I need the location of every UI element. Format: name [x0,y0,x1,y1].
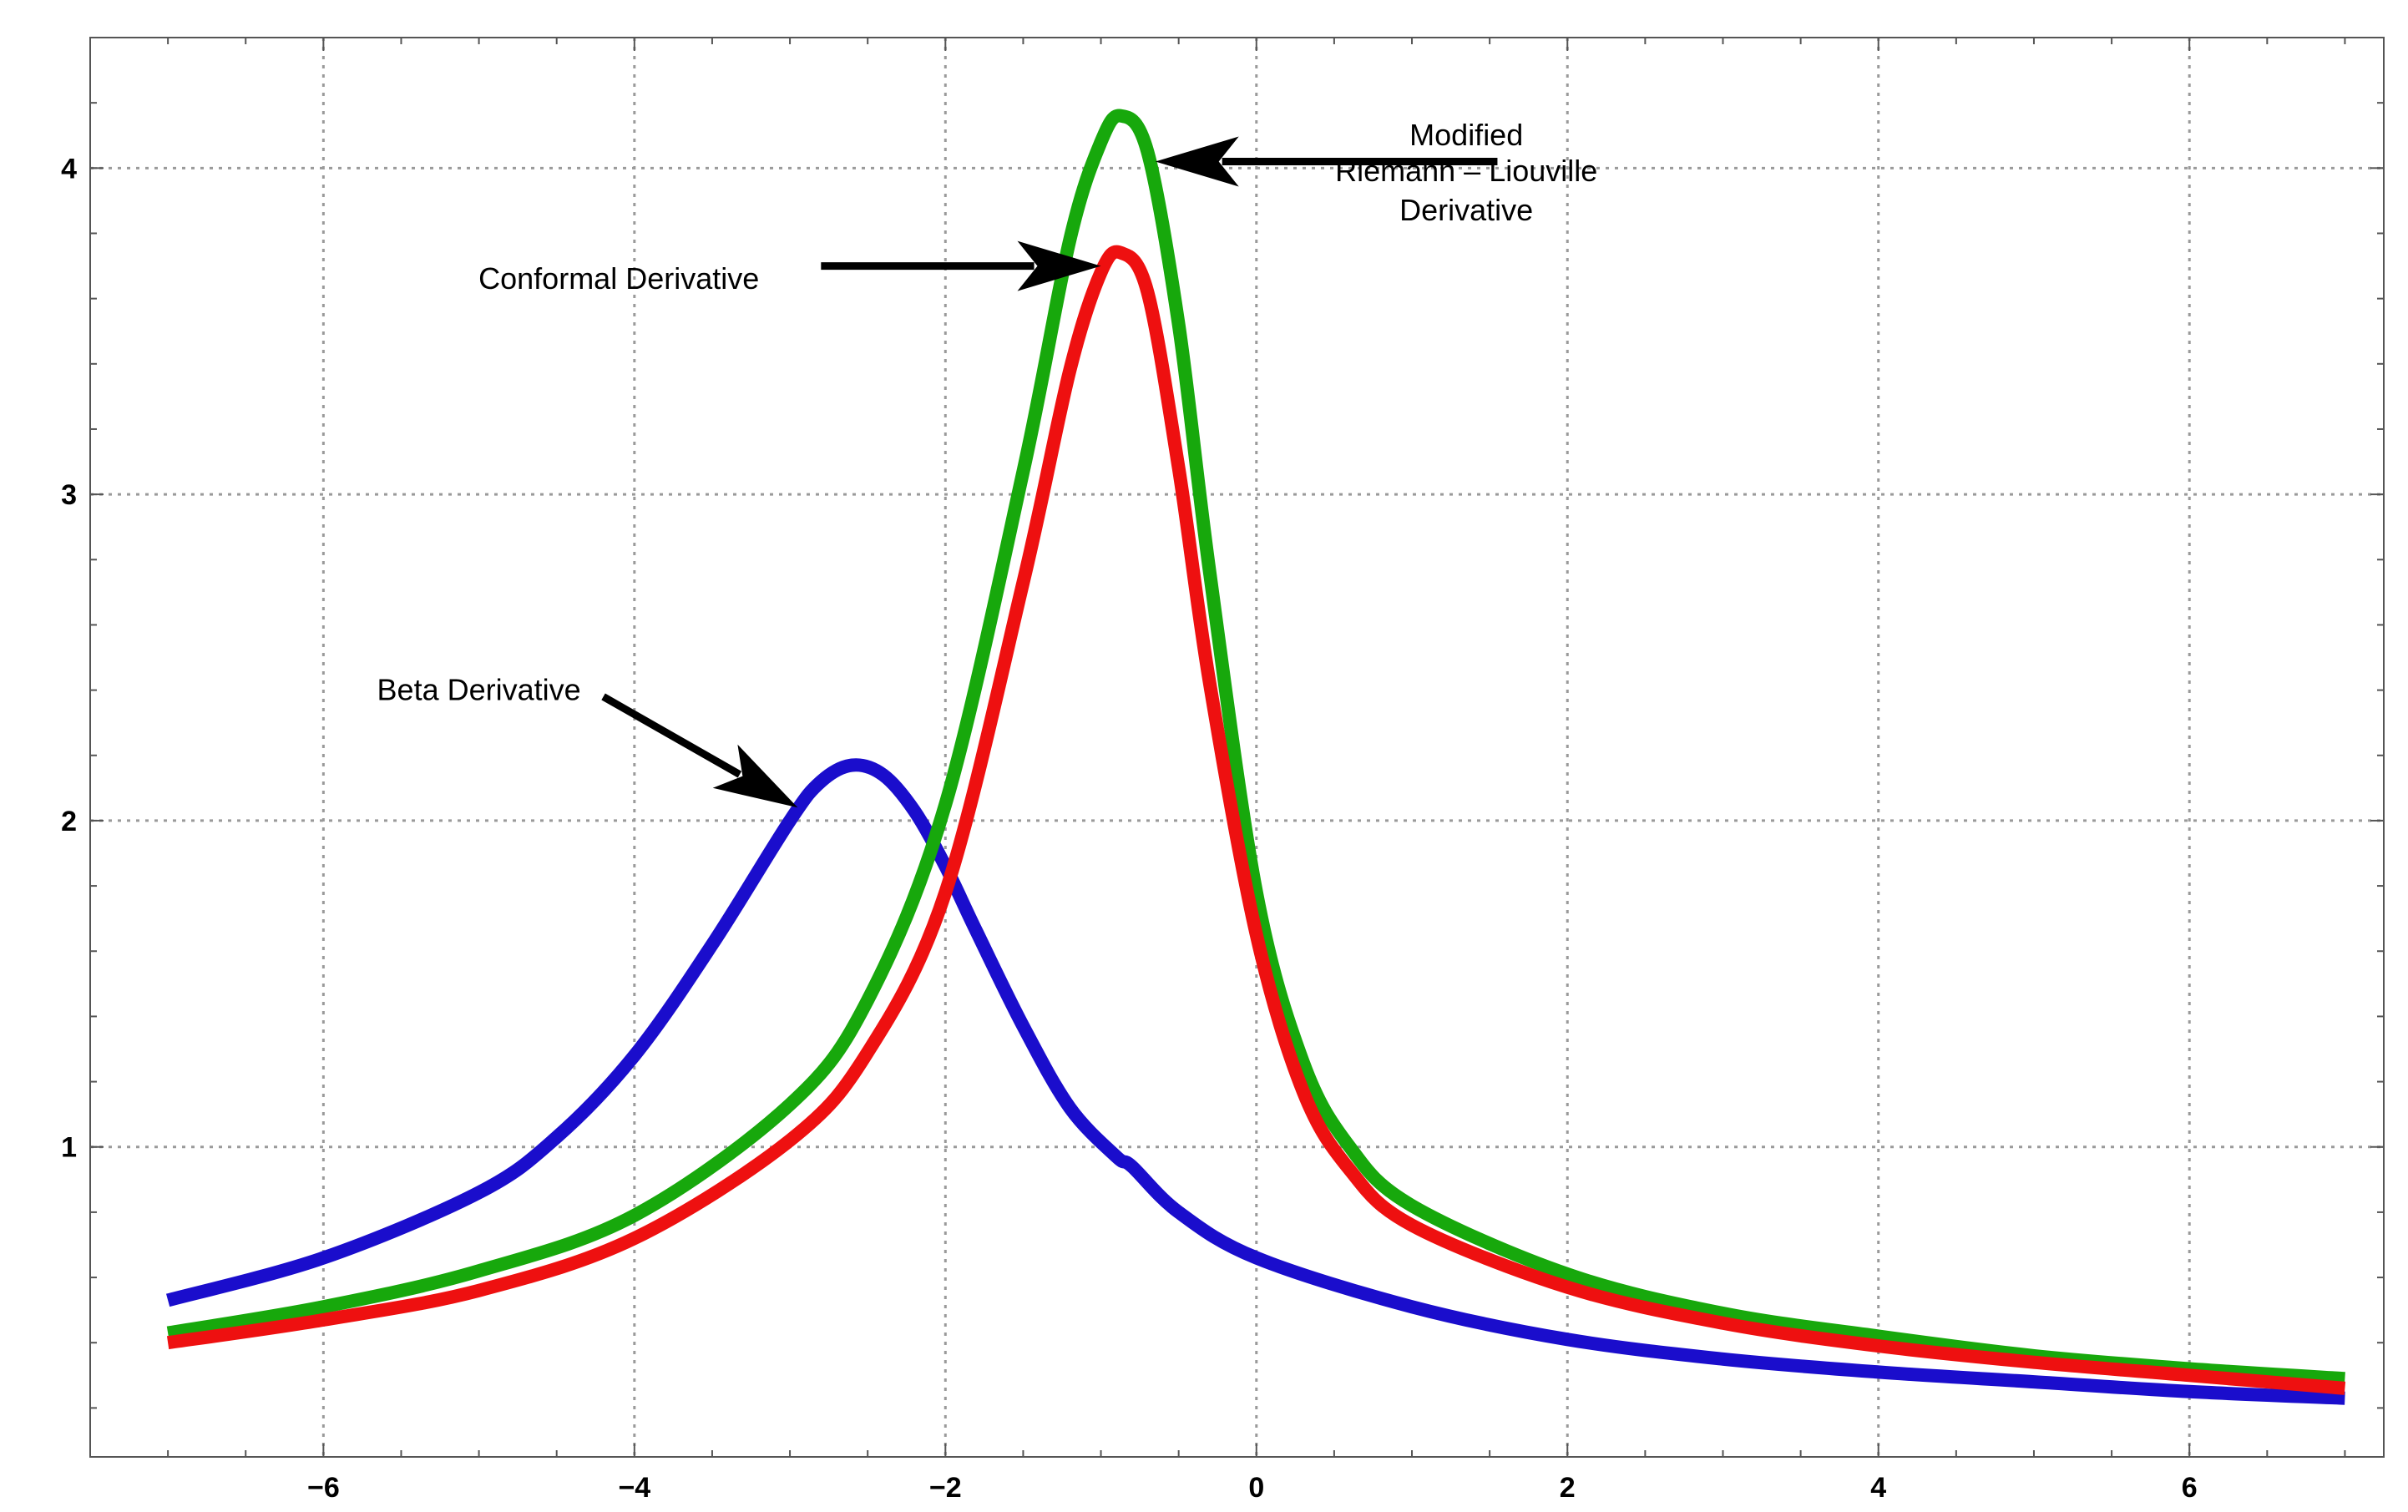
y-tick-label: 3 [61,479,77,511]
series-line-conformal [166,245,2346,1395]
annotation-label: Conformal Derivative [478,261,759,296]
x-tick-label: −2 [929,1472,962,1504]
annotation-label: Beta Derivative [377,673,581,707]
annotation-arrow [601,693,798,808]
x-tick-label: 0 [1248,1472,1264,1504]
annotation-label: Modified [1409,118,1523,152]
x-tick-label: 2 [1560,1472,1576,1504]
series-line-beta [165,758,2345,1405]
arrow-shaft [601,693,742,778]
annotation-label: Riemann – Liouville [1335,154,1597,188]
y-tick-label: 4 [61,153,77,185]
x-tick-label: −4 [618,1472,650,1504]
annotation-arrow [1155,136,1498,187]
x-tick-label: 6 [2182,1472,2198,1504]
annotation-arrows [601,136,1498,808]
arrow-head [1017,240,1101,291]
y-tick-label: 1 [61,1132,77,1164]
arrow-head [1155,136,1239,187]
series-group [165,109,2346,1405]
x-tick-label: 4 [1870,1472,1886,1504]
annotation-arrow [821,240,1101,291]
arrow-head [712,744,798,808]
plot-frame [89,37,2385,1458]
axis-ticks: −6 −4 −2 0 2 4 6 1 2 3 4 [61,38,2384,1504]
y-tick-label: 2 [61,806,77,837]
x-tick-label: −6 [307,1472,340,1504]
annotation-label: Derivative [1399,193,1533,227]
series-line-modified-riemann-liouville [166,109,2345,1386]
grid [90,38,2384,1457]
